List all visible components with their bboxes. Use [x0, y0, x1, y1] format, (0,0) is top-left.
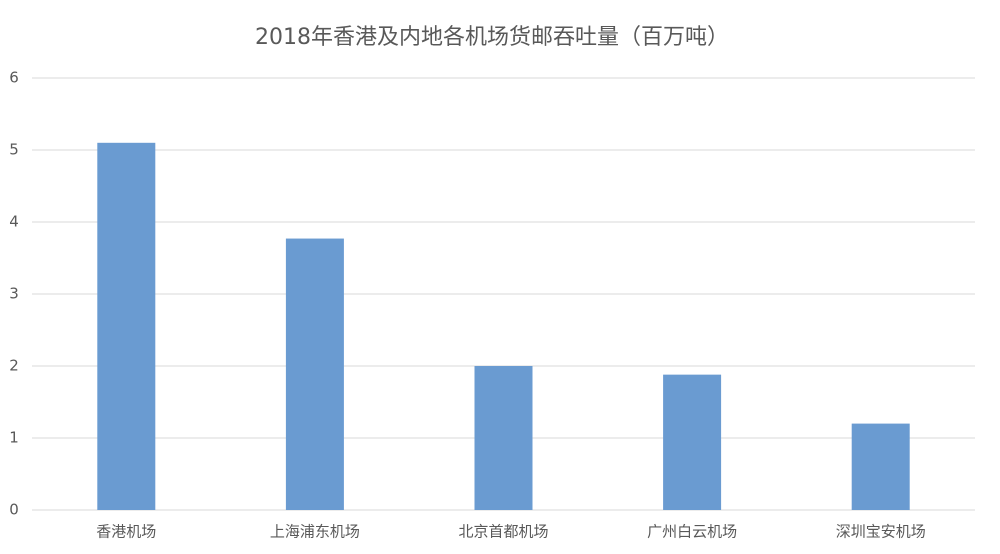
x-tick-label: 北京首都机场 — [458, 523, 548, 541]
bar — [663, 374, 722, 510]
x-tick-label: 广州白云机场 — [647, 523, 737, 541]
y-tick-label: 4 — [9, 213, 19, 231]
bar — [474, 366, 533, 510]
y-tick-label: 2 — [9, 357, 19, 375]
x-tick-label: 深圳宝安机场 — [836, 523, 926, 541]
y-tick-label: 5 — [9, 141, 19, 159]
y-tick-label: 0 — [9, 501, 19, 519]
x-tick-label: 上海浦东机场 — [270, 523, 360, 541]
y-tick-label: 6 — [9, 69, 19, 87]
y-tick-label: 3 — [9, 285, 19, 303]
y-tick-label: 1 — [9, 429, 19, 447]
x-tick-label: 香港机场 — [96, 523, 156, 541]
bar — [851, 423, 910, 510]
bar — [285, 238, 344, 510]
bar — [97, 142, 156, 511]
chart-title: 2018年香港及内地各机场货邮吞吐量（百万吨） — [255, 25, 729, 50]
